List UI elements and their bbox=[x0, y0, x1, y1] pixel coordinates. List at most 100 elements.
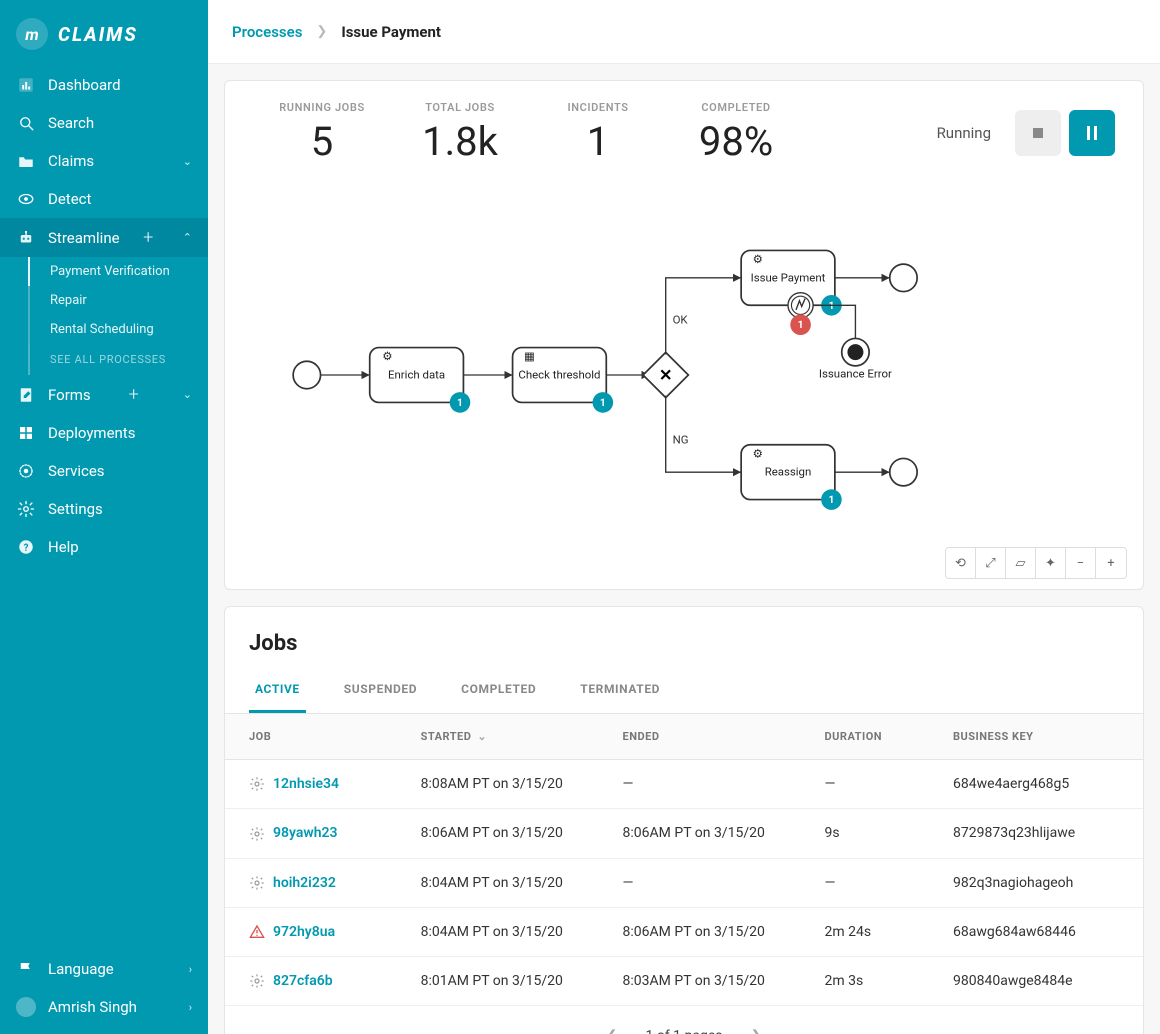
sidebar-item-label: Amrish Singh bbox=[48, 998, 137, 1016]
cell-started: 8:01AM PT on 3/15/20 bbox=[409, 957, 611, 1006]
sidebar-item-language[interactable]: Language› bbox=[0, 950, 208, 988]
sidebar-subitem-payment-verification[interactable]: Payment Verification bbox=[28, 257, 208, 286]
cell-duration: 2m 3s bbox=[813, 957, 942, 1006]
cell-ended: — bbox=[611, 760, 813, 809]
sidebar-item-label: Deployments bbox=[48, 424, 135, 442]
sidebar-item-settings[interactable]: Settings bbox=[0, 490, 208, 528]
svg-text:✕: ✕ bbox=[659, 366, 672, 385]
sidebar-item-help[interactable]: ?Help bbox=[0, 528, 208, 566]
sidebar-item-label: Streamline bbox=[48, 229, 120, 247]
eye-icon bbox=[16, 189, 36, 209]
tab-suspended[interactable]: SUSPENDED bbox=[338, 668, 423, 713]
add-icon[interactable]: + bbox=[143, 227, 153, 248]
sidebar-item-label: Services bbox=[48, 462, 105, 480]
svg-text:Check threshold: Check threshold bbox=[518, 367, 600, 381]
sidebar-item-search[interactable]: Search bbox=[0, 104, 208, 142]
chevron-down-icon[interactable]: ⌄ bbox=[183, 155, 192, 168]
tab-active[interactable]: ACTIVE bbox=[249, 668, 306, 713]
chevron-right-icon: › bbox=[189, 963, 192, 976]
metrics-bar: RUNNING JOBS 5 TOTAL JOBS 1.8k INCIDENTS… bbox=[225, 81, 1143, 185]
tab-completed[interactable]: COMPLETED bbox=[455, 668, 542, 713]
svg-text:Issue Payment: Issue Payment bbox=[751, 270, 826, 284]
chevron-up-icon[interactable]: ⌃ bbox=[183, 231, 192, 244]
job-id-link[interactable]: 98yawh23 bbox=[273, 825, 338, 841]
chevron-right-icon: ❯ bbox=[316, 24, 327, 39]
svg-text:Enrich data: Enrich data bbox=[388, 367, 445, 381]
cell-started: 8:06AM PT on 3/15/20 bbox=[409, 809, 611, 858]
brand-name: CLAIMS bbox=[58, 23, 138, 46]
column-header-business-key[interactable]: BUSINESS KEY bbox=[941, 714, 1143, 760]
job-id-link[interactable]: 827cfa6b bbox=[273, 973, 333, 989]
pagination: ❮ 1 of 1 pages ❯ bbox=[225, 1006, 1143, 1034]
reset-view-icon[interactable]: ⟲ bbox=[946, 548, 976, 578]
breadcrumb-root[interactable]: Processes bbox=[232, 23, 302, 41]
job-id-link[interactable]: 972hy8ua bbox=[273, 924, 335, 940]
cell-duration: — bbox=[813, 760, 942, 809]
sidebar-bottom: Language›Amrish Singh› bbox=[0, 950, 208, 1034]
start-event[interactable] bbox=[293, 361, 320, 388]
tab-terminated[interactable]: TERMINATED bbox=[574, 668, 666, 713]
sidebar-item-label: Detect bbox=[48, 190, 91, 208]
prev-page-icon[interactable]: ❮ bbox=[598, 1024, 626, 1034]
column-header-duration[interactable]: DURATION bbox=[813, 714, 942, 760]
primary-nav: Dashboard Search Claims⌄ Detect Streamline + ⌃… bbox=[0, 66, 208, 950]
service-gear-icon bbox=[16, 461, 36, 481]
zoom-out-icon[interactable]: − bbox=[1066, 548, 1096, 578]
pause-icon bbox=[1087, 126, 1090, 140]
table-row[interactable]: hoih2i2328:04AM PT on 3/15/20——982q3nagi… bbox=[225, 858, 1143, 907]
jobs-tabs: ACTIVE SUSPENDED COMPLETED TERMINATED bbox=[225, 668, 1143, 714]
see-all-processes[interactable]: SEE ALL PROCESSES bbox=[28, 344, 208, 375]
cell-ended: — bbox=[611, 858, 813, 907]
add-icon[interactable]: + bbox=[129, 384, 139, 405]
search-icon bbox=[16, 113, 36, 133]
sidebar-item-dashboard[interactable]: Dashboard bbox=[0, 66, 208, 104]
sidebar-item-label: Search bbox=[48, 114, 94, 132]
stop-button[interactable] bbox=[1015, 110, 1061, 156]
gear-icon bbox=[249, 875, 265, 891]
sidebar-item-deployments[interactable]: Deployments bbox=[0, 414, 208, 452]
center-icon[interactable]: ✦ bbox=[1036, 548, 1066, 578]
brand-logo[interactable]: m CLAIMS bbox=[0, 0, 208, 66]
cell-duration: — bbox=[813, 858, 942, 907]
table-row[interactable]: 972hy8ua8:04AM PT on 3/15/208:06AM PT on… bbox=[225, 907, 1143, 956]
svg-text:⚙: ⚙ bbox=[382, 349, 392, 363]
sidebar-item-claims[interactable]: Claims⌄ bbox=[0, 142, 208, 180]
cell-ended: 8:06AM PT on 3/15/20 bbox=[611, 907, 813, 956]
svg-text:1: 1 bbox=[600, 396, 606, 409]
brand-badge: m bbox=[16, 18, 48, 50]
sidebar-item-streamline[interactable]: Streamline + ⌃ bbox=[0, 218, 208, 257]
expand-icon[interactable]: ⤢ bbox=[976, 548, 1006, 578]
sidebar-item-services[interactable]: Services bbox=[0, 452, 208, 490]
sidebar-subitem-repair[interactable]: Repair bbox=[28, 286, 208, 315]
map-icon[interactable]: ▱ bbox=[1006, 548, 1036, 578]
table-row[interactable]: 12nhsie348:08AM PT on 3/15/20——684we4aer… bbox=[225, 760, 1143, 809]
column-header-job[interactable]: JOB bbox=[225, 714, 409, 760]
column-header-started[interactable]: STARTED⌄ bbox=[409, 714, 611, 760]
end-event[interactable] bbox=[890, 264, 917, 291]
next-page-icon[interactable]: ❯ bbox=[743, 1024, 771, 1034]
cell-ended: 8:03AM PT on 3/15/20 bbox=[611, 957, 813, 1006]
bpmn-diagram[interactable]: ⚙ Enrich data 1 ▦ Check threshold 1 bbox=[225, 185, 1143, 589]
job-id-link[interactable]: hoih2i232 bbox=[273, 875, 336, 891]
sidebar-subitem-rental-scheduling[interactable]: Rental Scheduling bbox=[28, 315, 208, 344]
help-icon: ? bbox=[16, 537, 36, 557]
stop-icon bbox=[1033, 128, 1043, 138]
jobs-title: Jobs bbox=[225, 607, 1143, 668]
column-header-ended[interactable]: ENDED bbox=[611, 714, 813, 760]
table-row[interactable]: 98yawh238:06AM PT on 3/15/208:06AM PT on… bbox=[225, 809, 1143, 858]
sidebar-item-detect[interactable]: Detect bbox=[0, 180, 208, 218]
end-event[interactable] bbox=[890, 458, 917, 485]
job-id-link[interactable]: 12nhsie34 bbox=[273, 776, 339, 792]
zoom-in-icon[interactable]: + bbox=[1096, 548, 1126, 578]
cell-key: 68awg684aw68446 bbox=[941, 907, 1143, 956]
svg-text:Reassign: Reassign bbox=[765, 465, 812, 479]
sidebar-item-amrish-singh[interactable]: Amrish Singh› bbox=[0, 988, 208, 1026]
chevron-down-icon[interactable]: ⌄ bbox=[183, 388, 192, 401]
metric-value: 98% bbox=[667, 118, 805, 165]
sidebar-item-label: Dashboard bbox=[48, 76, 121, 94]
table-row[interactable]: 827cfa6b 8:01AM PT on 3/15/208:03AM PT on… bbox=[225, 957, 1143, 1006]
sidebar: m CLAIMS Dashboard Search Claims⌄ Detect Str… bbox=[0, 0, 208, 1034]
metric-label: TOTAL JOBS bbox=[391, 101, 529, 114]
pause-button[interactable] bbox=[1069, 110, 1115, 156]
sidebar-item-forms[interactable]: Forms+⌄ bbox=[0, 375, 208, 414]
